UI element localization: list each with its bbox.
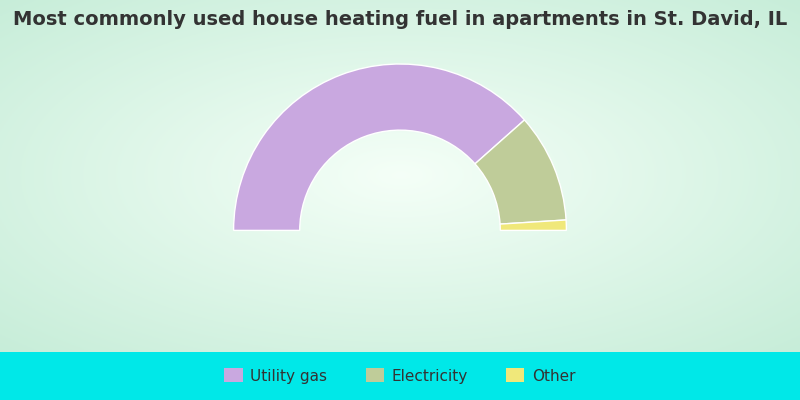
Wedge shape: [234, 64, 525, 230]
Legend: Utility gas, Electricity, Other: Utility gas, Electricity, Other: [218, 362, 582, 390]
Wedge shape: [500, 220, 566, 230]
Wedge shape: [475, 120, 566, 224]
Text: Most commonly used house heating fuel in apartments in St. David, IL: Most commonly used house heating fuel in…: [13, 10, 787, 29]
